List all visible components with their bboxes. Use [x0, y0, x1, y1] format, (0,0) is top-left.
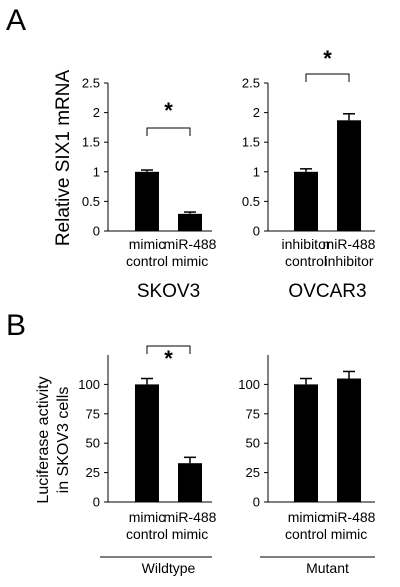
y-tick-label: 100 — [78, 377, 100, 392]
y-tick-label: 1.5 — [242, 135, 260, 150]
y-tick-label: 100 — [238, 377, 260, 392]
y-tick-label: 0 — [253, 224, 260, 239]
panel-a-y-axis-label: Relative SIX1 mRNA — [53, 70, 74, 247]
category-label-line1: inhibitor — [281, 236, 330, 252]
panel-a-letter: A — [6, 4, 26, 37]
y-tick-label: 0 — [93, 224, 100, 239]
y-tick-label: 0.5 — [82, 194, 100, 209]
y-tick-label: 50 — [86, 436, 100, 451]
category-label-line2: mimic — [172, 526, 209, 542]
category-label-line2: mimic — [331, 526, 368, 542]
category-label-line1: miR-488 — [164, 509, 217, 525]
significance-marker: * — [164, 98, 173, 123]
bar — [294, 171, 318, 231]
category-label-line2: control — [126, 526, 168, 542]
y-tick-label: 25 — [246, 465, 260, 480]
significance-bracket — [146, 127, 191, 136]
group-label: Wildtype — [142, 560, 196, 576]
y-tick-label: 1 — [93, 164, 100, 179]
bar — [178, 213, 202, 231]
y-tick-label: 2 — [253, 105, 260, 120]
category-label-line2: control — [285, 526, 327, 542]
chart-A-ovcar3: 0 0.5 1 1.5 2 2.5 inhibitorcontrolmiR-488inhib… — [242, 46, 376, 302]
y-tick-label: 0.5 — [242, 194, 260, 209]
category-label-line1: mimic — [129, 509, 166, 525]
y-tick-label: 25 — [86, 465, 100, 480]
group-label: OVCAR3 — [288, 281, 366, 302]
category-label-line1: miR-488 — [323, 236, 376, 252]
panel-b-letter: B — [6, 309, 26, 342]
group-label: Mutant — [306, 560, 349, 576]
significance-marker: * — [323, 46, 332, 71]
category-label-line2: control — [126, 253, 168, 269]
bar — [294, 384, 318, 502]
category-label-line2: mimic — [172, 253, 209, 269]
y-tick-label: 2.5 — [82, 76, 100, 91]
charts-layer: 00.511.522.5mimiccontrolmiR-488mimic*SKO… — [78, 46, 375, 576]
y-tick-label: 1 — [253, 164, 260, 179]
y-tick-label: 1.5 — [82, 135, 100, 150]
bar — [135, 171, 159, 231]
category-label-line1: mimic — [288, 509, 325, 525]
y-tick-label: 75 — [246, 406, 260, 421]
significance-bracket — [146, 345, 191, 354]
category-label-line1: mimic — [129, 236, 166, 252]
y-tick-label: 50 — [246, 436, 260, 451]
category-label-line2: control — [285, 253, 327, 269]
bar — [135, 384, 159, 502]
y-tick-label: 2.5 — [242, 76, 260, 91]
bar — [178, 463, 202, 502]
panel-b-y-axis-label-line2: in SKOV3 cells — [55, 387, 72, 494]
bar — [337, 120, 361, 231]
category-label-line1: miR-488 — [164, 236, 217, 252]
y-tick-label: 2 — [93, 105, 100, 120]
y-tick-label: 75 — [86, 406, 100, 421]
y-tick-label: 0 — [253, 495, 260, 510]
significance-bracket — [305, 73, 350, 82]
significance-marker: * — [164, 346, 173, 371]
category-label-line1: miR-488 — [323, 509, 376, 525]
category-label-line2: inhibitor — [324, 253, 373, 269]
panel-b-y-axis-label-line1: Luciferase activity — [35, 376, 52, 503]
y-tick-label: 0 — [93, 495, 100, 510]
group-label: SKOV3 — [137, 281, 200, 302]
bar — [337, 378, 361, 502]
